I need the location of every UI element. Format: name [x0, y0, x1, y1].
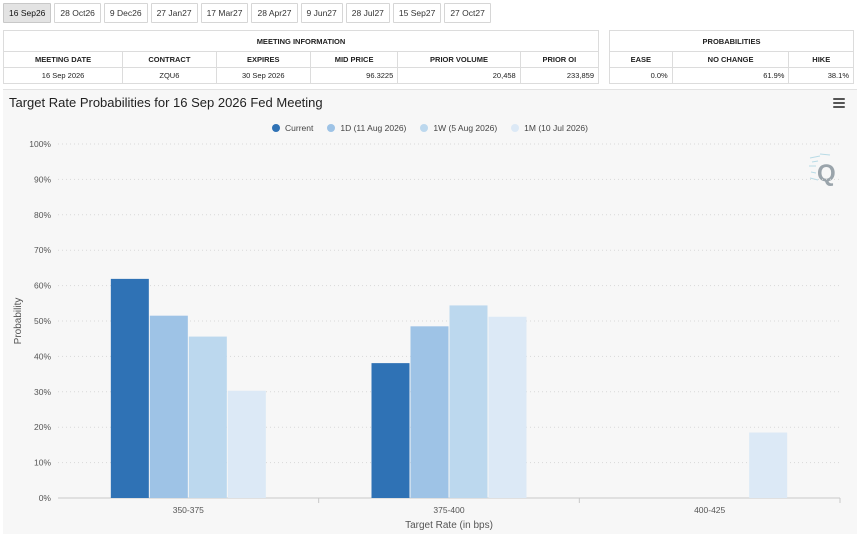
bar-chart: 0% 10% 20% 30% 40% 50% 60% 70% 80% 90% 100% 350-375…	[13, 139, 841, 531]
col-no-change: NO CHANGE	[671, 51, 790, 68]
probabilities-heading: PROBABILITIES	[609, 30, 854, 52]
col-meeting-date: MEETING DATE	[2, 51, 124, 68]
tab-16-sep26[interactable]: 16 Sep26	[3, 3, 52, 23]
menu-icon[interactable]	[833, 98, 845, 108]
cell-no-change: 61.9%	[671, 67, 790, 84]
legend-label: Current	[285, 123, 314, 133]
legend-label: 1W (5 Aug 2026)	[433, 123, 498, 133]
bar-w1-0[interactable]	[188, 336, 227, 498]
table-row: 16 Sep 2026 ZQU6 30 Sep 2026 96.3225 20,…	[2, 67, 600, 84]
legend-item-3[interactable]: 1M (10 Jul 2026)	[511, 123, 588, 133]
cell-meeting-date: 16 Sep 2026	[2, 67, 124, 84]
chart-legend: Current 1D (11 Aug 2026) 1W (5 Aug 2026) 1M…	[3, 123, 857, 133]
tab-17-mar27[interactable]: 17 Mar27	[200, 3, 249, 23]
tab-15-sep27[interactable]: 15 Sep27	[392, 3, 442, 23]
x-tick-label: 350-375	[173, 505, 204, 515]
bar-m1-1[interactable]	[488, 316, 527, 498]
y-tick-label: 50%	[34, 316, 51, 326]
legend-label: 1D (11 Aug 2026)	[340, 123, 407, 133]
cell-prior-volume: 20,458	[397, 67, 521, 84]
legend-item-1[interactable]: 1D (11 Aug 2026)	[327, 123, 406, 133]
tab-27-jan27[interactable]: 27 Jan27	[150, 3, 198, 23]
bar-current-0[interactable]	[110, 278, 149, 498]
legend-marker	[511, 124, 520, 132]
probabilities-table: PROBABILITIES EASE NO CHANGE HIKE 0.0% 6…	[609, 30, 854, 84]
y-tick-label: 40%	[34, 351, 51, 361]
y-tick-label: 30%	[34, 387, 51, 397]
x-axis-title: Target Rate (in bps)	[405, 520, 493, 531]
legend-item-2[interactable]: 1W (5 Aug 2026)	[420, 123, 497, 133]
cell-expires: 30 Sep 2026	[215, 67, 311, 84]
tab-28-jul27[interactable]: 28 Jul27	[345, 3, 390, 23]
y-tick-label: 0%	[39, 493, 52, 503]
col-contract: CONTRACT	[122, 51, 217, 68]
y-tick-label: 20%	[34, 422, 51, 432]
x-tick-label: 400-425	[694, 505, 725, 515]
col-prior-volume: PRIOR VOLUME	[397, 51, 521, 68]
tab-27-oct27[interactable]: 27 Oct27	[444, 3, 491, 23]
bar-d1-1[interactable]	[410, 326, 449, 498]
x-tick-label: 375-400	[433, 505, 464, 515]
bar-d1-0[interactable]	[149, 315, 188, 498]
y-axis-title: Probability	[13, 298, 24, 345]
legend-marker	[272, 124, 281, 132]
table-row: 0.0% 61.9% 38.1%	[609, 67, 854, 84]
tab-9-jun27[interactable]: 9 Jun27	[300, 3, 343, 23]
chart-title: Target Rate Probabilities for 16 Sep 202…	[9, 95, 323, 110]
y-tick-label: 90%	[34, 174, 51, 184]
bar-w1-1[interactable]	[449, 305, 488, 498]
y-tick-label: 60%	[34, 281, 51, 291]
y-tick-label: 70%	[34, 245, 51, 255]
y-tick-label: 10%	[34, 458, 51, 468]
bar-current-1[interactable]	[371, 363, 410, 498]
legend-label: 1M (10 Jul 2026)	[524, 123, 588, 133]
cell-contract: ZQU6	[122, 67, 217, 84]
svg-text:Q: Q	[817, 160, 836, 187]
col-hike: HIKE	[788, 51, 854, 68]
legend-marker	[327, 124, 336, 132]
col-ease: EASE	[609, 51, 673, 68]
bar-m1-2[interactable]	[749, 432, 788, 498]
tab-9-dec26[interactable]: 9 Dec26	[103, 3, 148, 23]
chart-panel: Target Rate Probabilities for 16 Sep 202…	[3, 89, 857, 534]
col-prior-oi: PRIOR OI	[519, 51, 600, 68]
y-tick-label: 80%	[34, 210, 51, 220]
cell-hike: 38.1%	[788, 67, 854, 84]
cell-ease: 0.0%	[609, 67, 673, 84]
cell-prior-oi: 233,859	[519, 67, 600, 84]
cell-mid-price: 96.3225	[309, 67, 399, 84]
meeting-date-tabs: 16 Sep26 28 Oct26 9 Dec26 27 Jan27 17 Mar27 2…	[3, 3, 491, 23]
y-tick-label: 100%	[29, 139, 51, 149]
bar-m1-0[interactable]	[227, 390, 266, 498]
meeting-information-heading: MEETING INFORMATION	[3, 30, 599, 52]
legend-marker	[420, 124, 429, 132]
col-mid-price: MID PRICE	[309, 51, 399, 68]
tab-28-apr27[interactable]: 28 Apr27	[251, 3, 298, 23]
tab-28-oct26[interactable]: 28 Oct26	[54, 3, 101, 23]
col-expires: EXPIRES	[215, 51, 311, 68]
meeting-information-table: MEETING INFORMATION MEETING DATE CONTRAC…	[2, 30, 600, 84]
legend-item-0[interactable]: Current	[272, 123, 313, 133]
